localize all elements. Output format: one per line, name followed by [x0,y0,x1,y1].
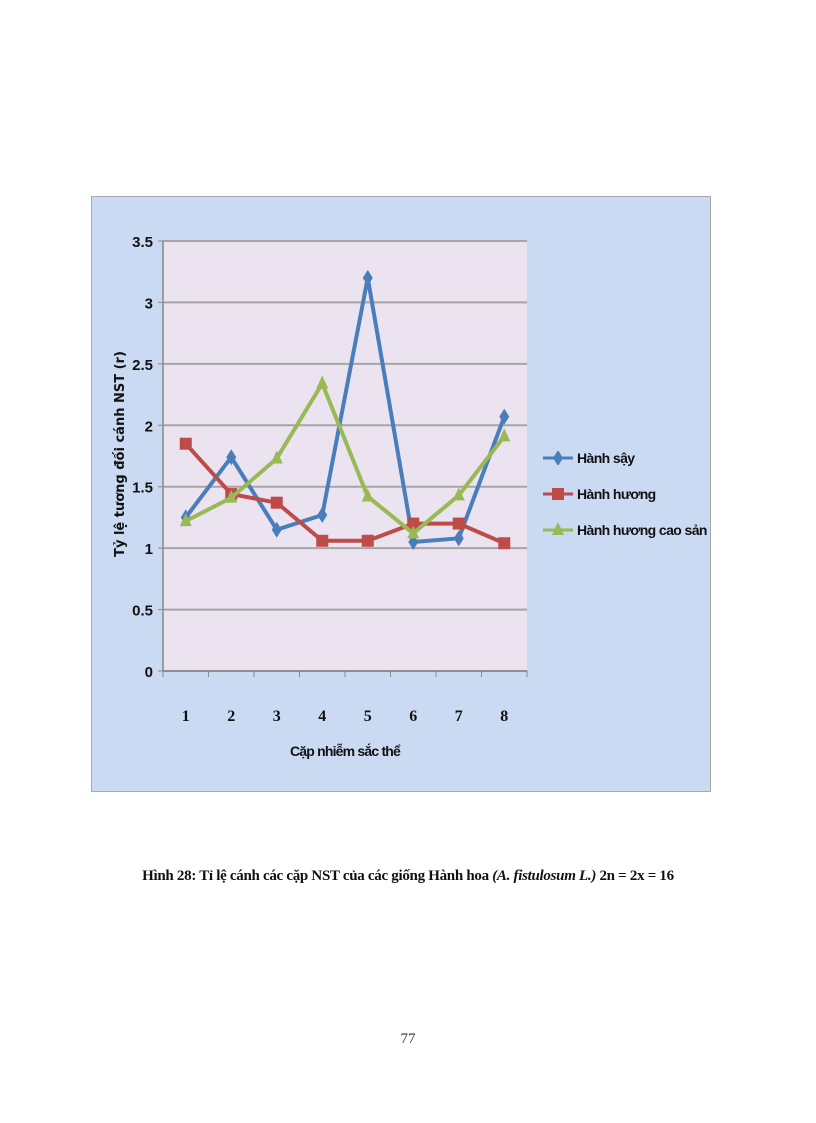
x-tick-label: 3 [273,708,281,725]
square-marker [179,437,192,450]
legend-item: Hành hương [543,476,707,512]
y-tick-label: 0.5 [132,603,153,620]
triangle-marker [270,450,283,464]
triangle-marker [179,513,192,527]
series-line [184,442,506,546]
page-number: 77 [400,1031,416,1047]
diamond-marker [362,269,373,286]
caption-species: (A. fistulosum L.) [492,868,597,884]
triangle-marker [316,375,329,389]
x-tick-label: 5 [364,708,372,725]
diamond-marker [317,506,328,523]
y-tick-label: 1.5 [132,480,153,497]
x-tick-label: 8 [500,708,508,725]
y-tick-label: 1 [145,541,153,558]
triangle-marker [361,488,374,502]
y-tick-label: 2 [145,418,153,435]
x-tick-label: 2 [227,708,235,725]
square-marker [407,517,420,530]
triangle-marker [407,525,420,539]
square-marker [316,534,329,547]
caption-suffix: 2n = 2x = 16 [596,868,674,884]
figure-caption: Hình 28: Tỉ lệ cánh các cặp NST của các … [0,868,816,885]
y-tick-label: 3.5 [132,234,153,251]
square-marker [270,496,283,509]
legend-label: Hành hương cao sản [577,522,707,538]
chart-legend: Hành sậy Hành hương Hành hương cao sản [543,440,707,548]
square-marker [552,488,564,500]
y-axis-title: Tỷ lệ tương đối cánh NST (r) [113,351,128,557]
triangle-marker [452,487,465,501]
diamond-marker [226,449,237,466]
legend-item: Hành sậy [543,440,707,476]
series-line [184,275,507,544]
x-tick-label: 7 [455,708,463,725]
legend-item: Hành hương cao sản [543,512,707,548]
square-marker [452,517,465,530]
y-tick-label: 3 [145,295,153,312]
x-tick-label: 4 [318,708,326,725]
diamond-marker [553,451,563,465]
legend-label: Hành hương [577,486,656,502]
legend-label: Hành sậy [577,450,635,466]
y-tick-label: 0 [145,664,153,681]
y-tick-label: 2.5 [132,357,153,374]
square-marker [361,534,374,547]
x-tick-label: 1 [182,708,190,725]
diamond-legend-icon [543,451,573,465]
triangle-marker [498,428,511,442]
series-line [184,381,506,536]
caption-prefix: Hình 28: Tỉ lệ cánh các cặp NST của các … [142,868,493,884]
triangle-marker [225,489,238,503]
square-marker [498,537,511,550]
diamond-marker [271,521,282,538]
triangle-legend-icon [543,523,573,535]
x-tick-label: 6 [409,708,417,725]
plot-area [163,241,527,671]
square-legend-icon [543,488,573,500]
diamond-marker [453,530,464,547]
diamond-marker [499,408,510,425]
triangle-marker [552,523,564,535]
series-triangle [179,375,511,539]
x-axis-title: Cặp nhiễm sắc thể [290,742,401,759]
